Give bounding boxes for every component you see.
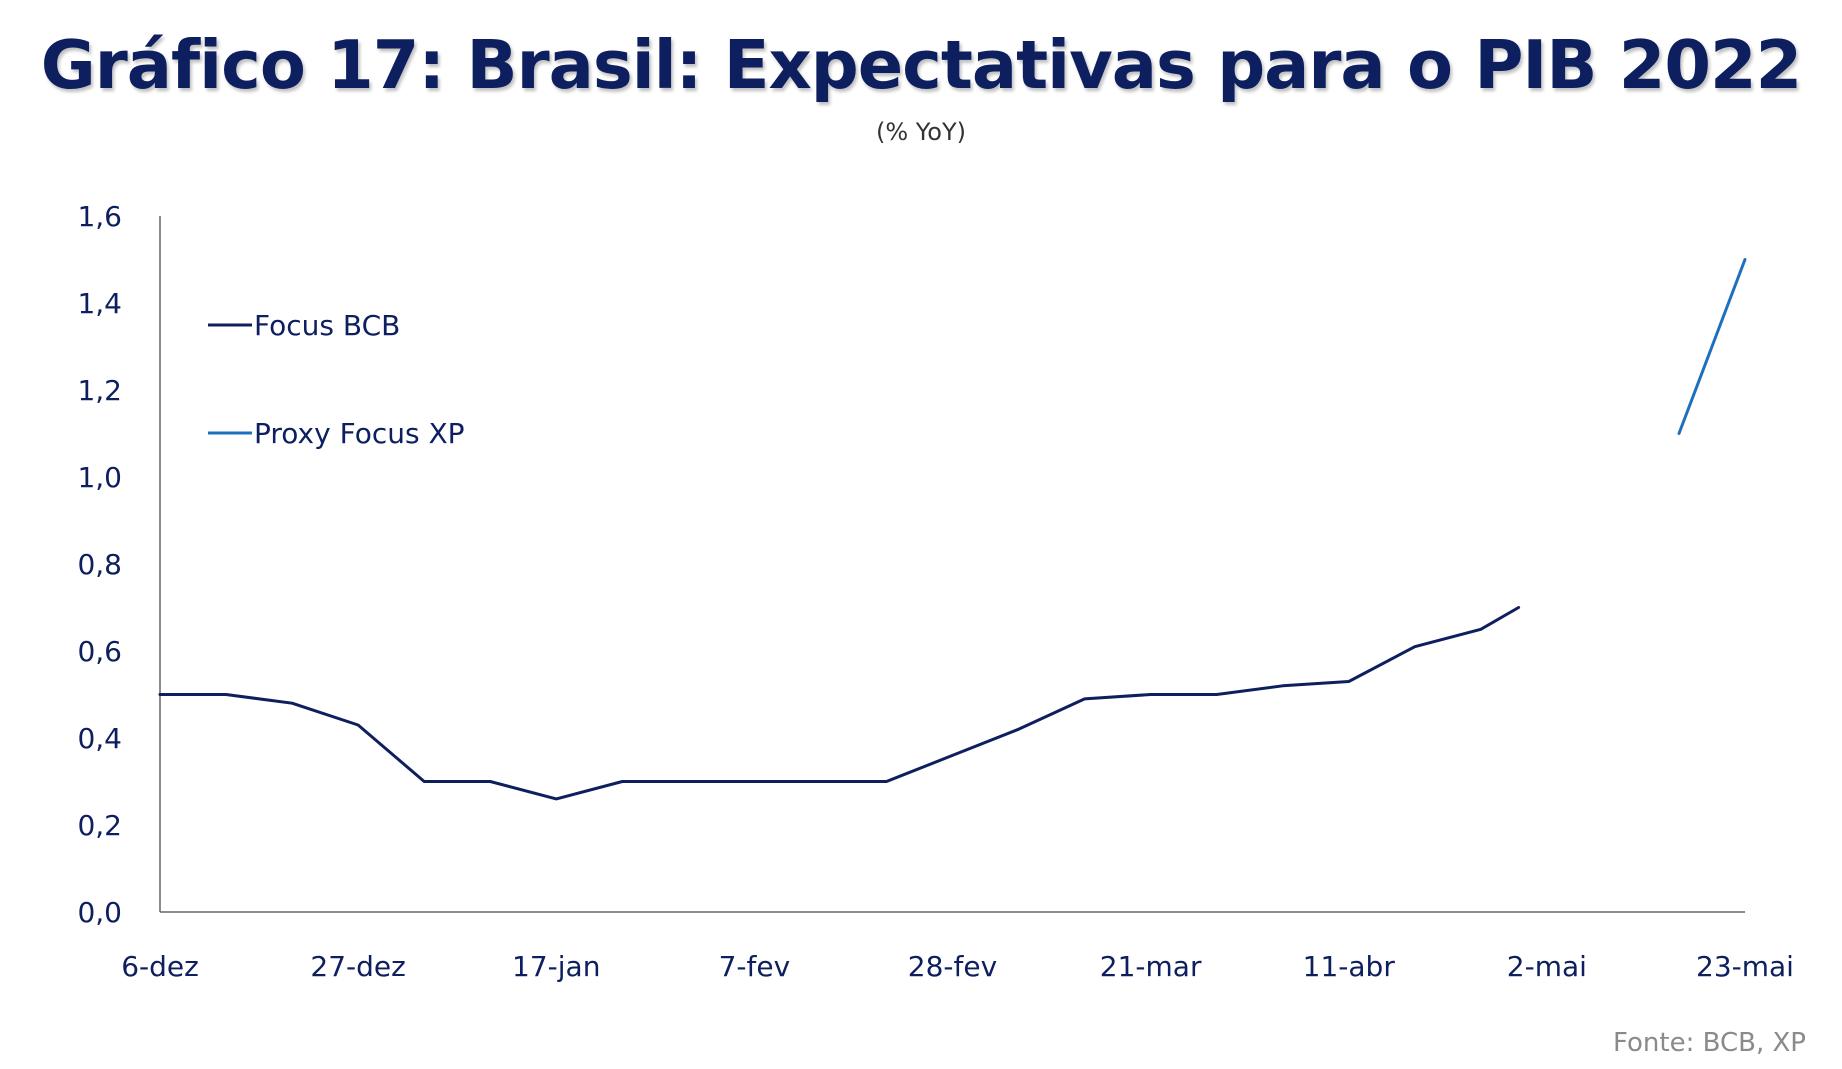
x-tick-label: 11-abr (1303, 950, 1396, 983)
x-tick-label: 17-jan (512, 950, 600, 983)
x-tick-label: 7-fev (719, 950, 791, 983)
page-title: Gráfico 17: Brasil: Expectativas para o … (40, 26, 1802, 104)
x-axis: 6-dez 27-dez 17-jan 7-fev 28-fev 21-mar 11-abr… (121, 911, 1794, 983)
legend-label: Proxy Focus XP (254, 417, 465, 450)
y-tick-label: 1,2 (77, 374, 122, 407)
source-note: Fonte: BCB, XP (1612, 1028, 1806, 1058)
y-tick-label: 0,6 (77, 635, 122, 668)
page-subtitle: (% YoY) (876, 118, 966, 146)
y-tick-label: 1,4 (77, 287, 122, 320)
y-tick-label: 0,8 (77, 548, 122, 581)
y-tick-label: 1,6 (77, 200, 122, 233)
x-tick-label: 6-dez (121, 950, 199, 983)
y-tick-label: 0,0 (77, 896, 122, 929)
legend: Focus BCB Proxy Focus XP (208, 309, 465, 450)
y-axis: 0,0 0,2 0,4 0,6 0,8 1,0 1,2 1,4 1,6 (77, 200, 161, 929)
legend-label: Focus BCB (254, 309, 400, 342)
y-tick-label: 0,2 (77, 809, 122, 842)
y-tick-label: 1,0 (77, 461, 122, 494)
x-tick-label: 23-mai (1696, 950, 1794, 983)
x-tick-label: 28-fev (908, 950, 997, 983)
x-tick-label: 2-mai (1507, 950, 1587, 983)
x-tick-label: 27-dez (310, 950, 405, 983)
x-tick-label: 21-mar (1100, 950, 1202, 983)
series-layer (158, 258, 1747, 801)
y-tick-label: 0,4 (77, 722, 122, 755)
series-line-1 (158, 606, 1521, 801)
series-line-2 (1677, 258, 1747, 435)
